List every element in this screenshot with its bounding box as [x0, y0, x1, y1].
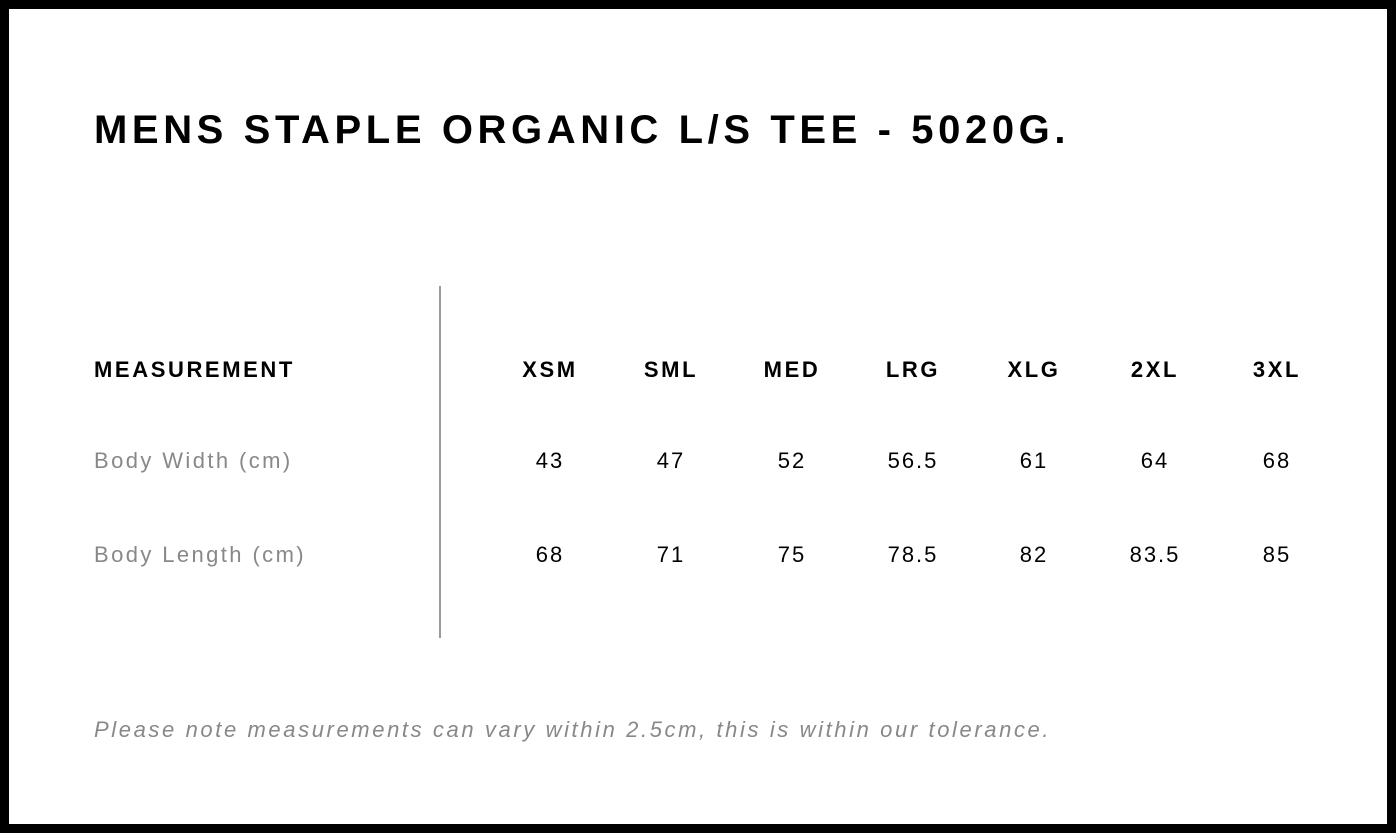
body-length-cell: 71 [656, 542, 686, 567]
body-width-cell: 56.5 [887, 448, 939, 473]
size-header: MED [763, 357, 821, 382]
size-header: XLG [1007, 357, 1061, 382]
row-label-body-length: Body Length (cm) [94, 542, 307, 567]
body-width-cell: 47 [656, 448, 686, 473]
column-divider [439, 286, 441, 638]
body-length-cell: 83.5 [1129, 542, 1181, 567]
body-length-cell: 85 [1262, 542, 1292, 567]
body-length-cell: 82 [1019, 542, 1049, 567]
row-label-body-width: Body Width (cm) [94, 448, 293, 473]
size-header: 3XL [1252, 357, 1302, 382]
size-header: 2XL [1130, 357, 1180, 382]
body-width-cell: 52 [777, 448, 807, 473]
body-width-cell: 61 [1019, 448, 1049, 473]
body-length-cell: 68 [535, 542, 565, 567]
measurement-header: MEASUREMENT [94, 357, 295, 382]
body-length-cell: 75 [777, 542, 807, 567]
size-chart-card: MENS STAPLE ORGANIC L/S TEE - 5020G. MEA… [9, 9, 1387, 824]
body-length-cell: 78.5 [887, 542, 939, 567]
body-width-cell: 68 [1262, 448, 1292, 473]
tolerance-note: Please note measurements can vary within… [94, 717, 1052, 742]
size-header: LRG [885, 357, 941, 382]
size-header: XSM [522, 357, 578, 382]
body-width-cell: 43 [535, 448, 565, 473]
page-title: MENS STAPLE ORGANIC L/S TEE - 5020G. [94, 108, 1071, 152]
size-header: SML [643, 357, 699, 382]
body-width-cell: 64 [1140, 448, 1170, 473]
